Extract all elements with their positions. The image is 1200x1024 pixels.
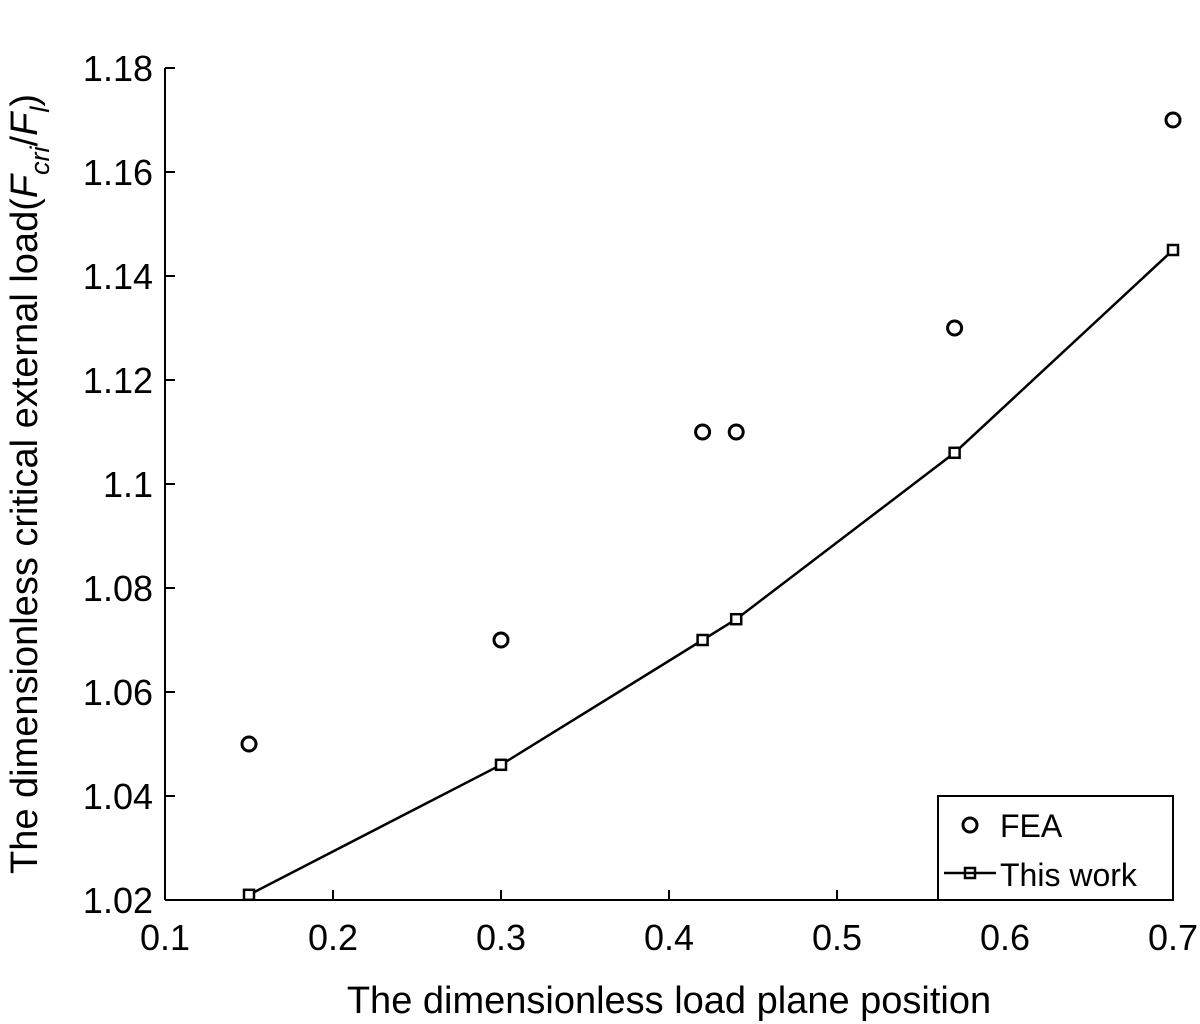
fea-point (1164, 111, 1182, 129)
y-tick-label: 1.18 (83, 48, 153, 89)
this-work-point (696, 633, 709, 647)
y-axis-label: The dimensionless critical external load… (4, 94, 55, 874)
y-tick-label: 1.16 (83, 152, 153, 193)
fea-point (492, 631, 510, 649)
y-tick-label: 1.06 (83, 672, 153, 713)
this-work-point (948, 446, 961, 460)
legend-fea-label: FEA (1000, 808, 1063, 844)
x-tick-label: 0.2 (308, 917, 358, 958)
x-tick-label: 0.4 (644, 917, 694, 958)
x-tick-label: 0.1 (140, 917, 190, 958)
x-axis-label: The dimensionless load plane position (347, 980, 991, 1022)
axes: 0.1 0.2 0.3 0.4 0.5 0.6 0.7 1.02 1.04 1.06 1.08 1.1… (83, 48, 1198, 958)
fea-point (727, 423, 745, 441)
this-work-point (729, 612, 743, 626)
x-tick-label: 0.5 (812, 917, 862, 958)
series-layer (240, 111, 1182, 902)
y-tick-label: 1.12 (83, 360, 153, 401)
x-tick-label: 0.7 (1148, 917, 1198, 958)
x-tick-label: 0.3 (476, 917, 526, 958)
this-work-point (242, 888, 256, 902)
fea-point (694, 423, 712, 441)
legend-box (937, 795, 1174, 901)
y-tick-label: 1.14 (83, 256, 153, 297)
this-work-point (1166, 243, 1180, 257)
y-tick-label: 1.02 (83, 880, 153, 921)
legend: FEA This work (937, 795, 1174, 901)
x-tick-label: 0.6 (980, 917, 1030, 958)
fea-point (946, 319, 964, 337)
fea-point (240, 735, 258, 753)
y-tick-label: 1.04 (83, 776, 153, 817)
plot-area (165, 68, 1173, 900)
this-work-line (248, 249, 1174, 896)
legend-this-work-label: This work (1000, 857, 1138, 893)
y-tick-label: 1.08 (83, 568, 153, 609)
legend-fea-marker (961, 816, 979, 834)
this-work-point (494, 758, 508, 772)
y-tick-label: 1.1 (103, 464, 153, 505)
legend-this-work-marker (963, 866, 977, 880)
